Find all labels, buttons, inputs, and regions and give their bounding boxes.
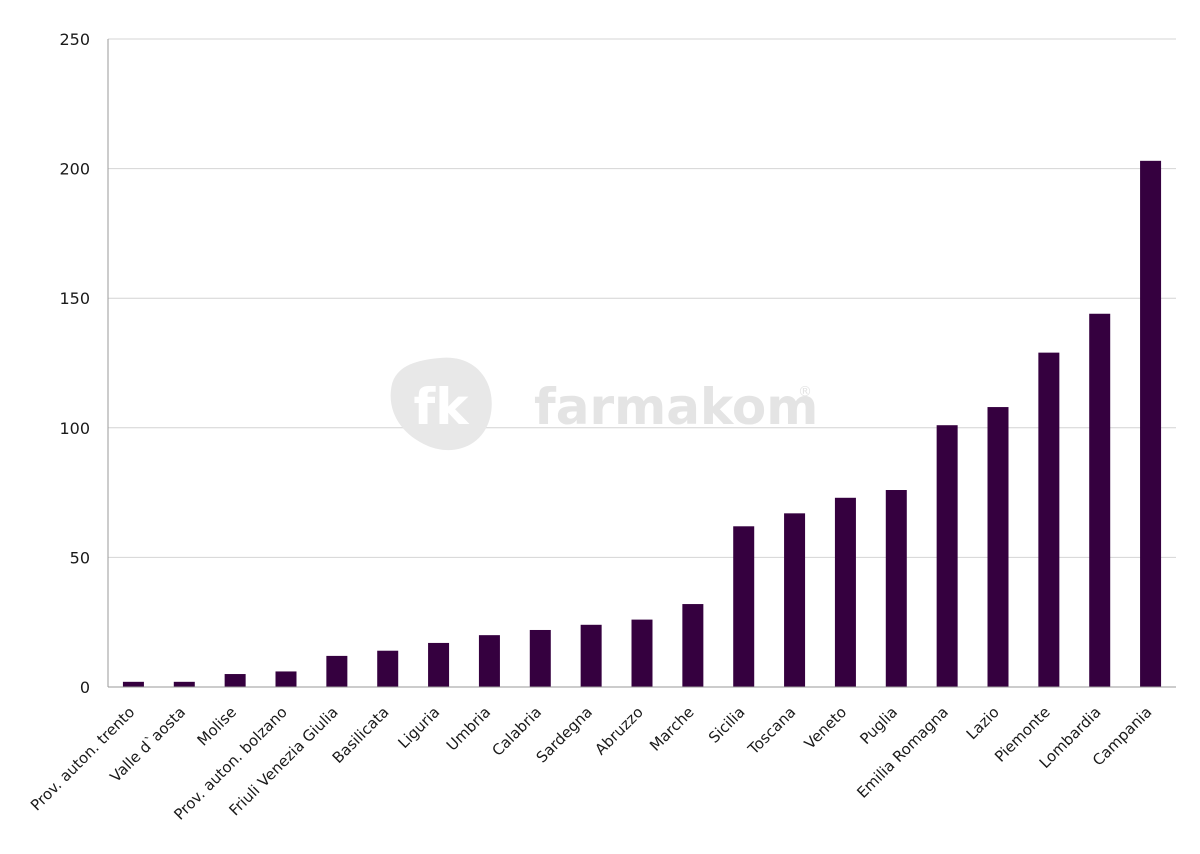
bar-abruzzo <box>631 619 653 687</box>
bar-emilia-romagna <box>936 425 958 687</box>
bar-puglia <box>885 490 907 687</box>
watermark: fk farmakom ® <box>390 357 818 451</box>
watermark-brand-text: farmakom <box>534 378 818 436</box>
bar-sicilia <box>733 526 755 687</box>
bar-lazio <box>987 407 1009 687</box>
bar-veneto <box>834 497 856 687</box>
x-category-label: Emilia Romagna <box>853 703 952 802</box>
bar-prov-auton-bolzano <box>275 671 297 687</box>
bar-molise <box>224 674 246 687</box>
x-category-label: Sicilia <box>705 703 749 747</box>
watermark-registered-mark: ® <box>798 384 812 400</box>
y-tick-label-200: 200 <box>59 160 90 179</box>
bar-piemonte <box>1038 352 1060 687</box>
y-tick-label-250: 250 <box>59 30 90 49</box>
x-category-label: Puglia <box>856 703 901 748</box>
x-category-label: Veneto <box>801 703 851 753</box>
y-tick-label-50: 50 <box>70 548 90 567</box>
bar-marche <box>682 604 704 687</box>
bar-valle-d-aosta <box>173 681 195 687</box>
x-category-label: Liguria <box>395 703 444 752</box>
bars <box>122 160 1162 688</box>
bar-calabria <box>529 629 551 687</box>
y-tick-label-100: 100 <box>59 419 90 438</box>
y-tick-label-0: 0 <box>80 678 90 697</box>
bar-liguria <box>428 642 450 687</box>
bar-umbria <box>478 635 500 687</box>
x-category-label: Molise <box>194 703 240 749</box>
x-category-label: Umbria <box>443 703 494 754</box>
y-tick-label-150: 150 <box>59 289 90 308</box>
bar-prov-auton-trento <box>122 681 144 687</box>
grid-lines <box>108 38 1176 558</box>
bar-friuli-venezia-giulia <box>326 655 348 687</box>
x-category-label: Abruzzo <box>591 703 646 758</box>
watermark-logo-blob <box>390 357 492 451</box>
bar-lombardia <box>1089 313 1111 687</box>
x-category-label: Sardegna <box>533 703 596 766</box>
y-axis: 0 50 100 150 200 250 <box>59 30 109 697</box>
bar-basilicata <box>377 650 399 687</box>
watermark-logo-text: fk <box>413 378 470 436</box>
x-category-label: Marche <box>646 703 698 755</box>
bar-toscana <box>784 513 806 687</box>
x-category-label: Toscana <box>744 703 800 759</box>
bar-campania <box>1140 160 1162 688</box>
bar-sardegna <box>580 624 602 687</box>
x-category-label: Lazio <box>963 703 1003 743</box>
